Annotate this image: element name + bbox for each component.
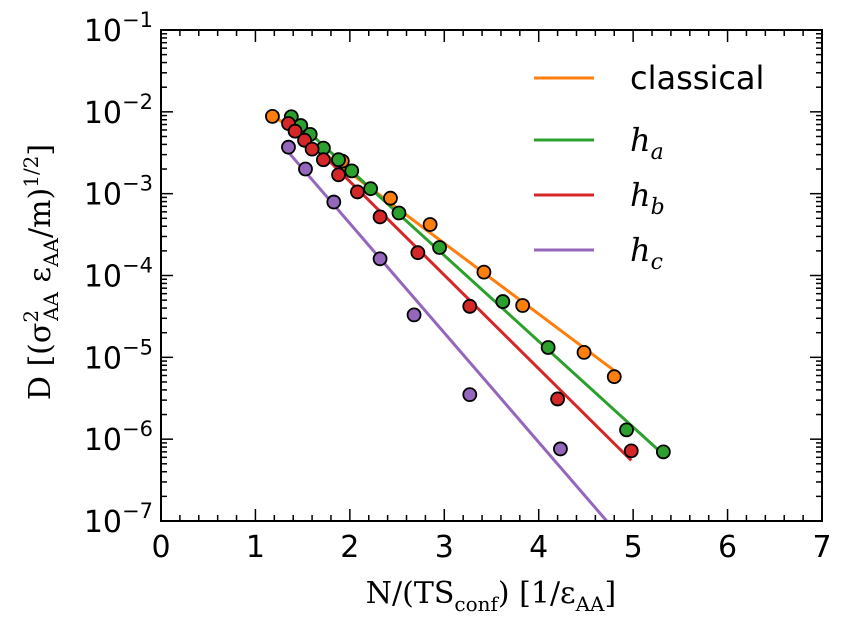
x-tick-label: 2 bbox=[340, 530, 359, 565]
data-point-h-a bbox=[363, 181, 379, 197]
x-tick-label: 7 bbox=[812, 530, 831, 565]
y-axis-label: D [(σ2AA εAA/m)1/2] bbox=[19, 144, 63, 400]
y-tick-label: 10−5 bbox=[84, 335, 153, 376]
data-point-h-b bbox=[331, 167, 346, 183]
data-point-classical bbox=[265, 108, 280, 124]
fit-line-h-c bbox=[287, 151, 608, 521]
data-point-h-a bbox=[344, 163, 360, 179]
data-point-h-a bbox=[540, 340, 556, 355]
data-point-h-b bbox=[550, 391, 565, 407]
legend: classical ha hb hc bbox=[534, 59, 764, 275]
x-tick-label: 5 bbox=[624, 530, 643, 565]
y-tick-label: 10−7 bbox=[84, 499, 153, 540]
data-point-h-b bbox=[462, 298, 478, 314]
data-point-h-a bbox=[432, 240, 447, 255]
data-point-h-a bbox=[331, 152, 346, 168]
x-axis-label: N/(TSconf) [1/εAA] bbox=[366, 576, 616, 616]
data-point-classical bbox=[476, 264, 492, 280]
data-point-classical bbox=[576, 344, 592, 360]
x-tick-label: 6 bbox=[718, 530, 737, 565]
data-point-h-a bbox=[495, 294, 511, 309]
plot-frame bbox=[160, 29, 823, 522]
data-point-h-c bbox=[406, 307, 422, 323]
data-point-classical bbox=[383, 190, 398, 206]
data-point-h-c bbox=[298, 161, 313, 177]
data-point-h-c bbox=[553, 441, 568, 457]
x-tick-labels: 0 1 2 3 4 5 6 7 bbox=[151, 530, 831, 565]
data-point-h-c bbox=[281, 139, 296, 155]
legend-label: ha bbox=[630, 121, 664, 165]
fit-line-h-b bbox=[287, 119, 633, 462]
data-point-h-b bbox=[316, 152, 331, 168]
data-point-h-b bbox=[287, 123, 303, 139]
data-point-h-a bbox=[655, 444, 671, 460]
fit-lines bbox=[271, 113, 663, 521]
legend-label: hb bbox=[630, 176, 665, 220]
data-point-h-b bbox=[350, 184, 365, 200]
data-point-classical bbox=[515, 298, 531, 313]
data-point-h-c bbox=[462, 387, 478, 403]
x-tick-label: 3 bbox=[435, 530, 454, 565]
major-ticks bbox=[160, 29, 823, 522]
legend-label: hc bbox=[630, 231, 663, 275]
y-tick-label: 10−6 bbox=[84, 417, 153, 458]
legend-label: classical bbox=[630, 59, 764, 97]
minor-ticks bbox=[161, 30, 822, 521]
x-tick-label: 0 bbox=[151, 530, 170, 565]
data-point-h-a bbox=[619, 422, 634, 438]
data-point-h-b bbox=[304, 141, 320, 157]
y-tick-labels: 10−7 10−6 10−5 10−4 10−3 10−2 10−1 bbox=[84, 8, 153, 540]
data-point-h-b bbox=[623, 443, 639, 459]
data-point-h-a bbox=[391, 205, 407, 221]
data-point-h-b bbox=[410, 245, 426, 261]
x-tick-label: 4 bbox=[529, 530, 548, 565]
y-tick-label: 10−4 bbox=[84, 254, 153, 295]
y-tick-label: 10−2 bbox=[84, 90, 153, 131]
data-points bbox=[265, 108, 671, 460]
y-tick-label: 10−3 bbox=[84, 172, 153, 213]
data-point-h-b bbox=[372, 209, 388, 225]
data-point-classical bbox=[422, 217, 438, 232]
y-tick-label: 10−1 bbox=[84, 8, 153, 49]
data-point-classical bbox=[606, 369, 622, 385]
x-tick-label: 1 bbox=[246, 530, 265, 565]
data-point-h-c bbox=[326, 194, 342, 210]
data-point-h-c bbox=[372, 251, 388, 267]
